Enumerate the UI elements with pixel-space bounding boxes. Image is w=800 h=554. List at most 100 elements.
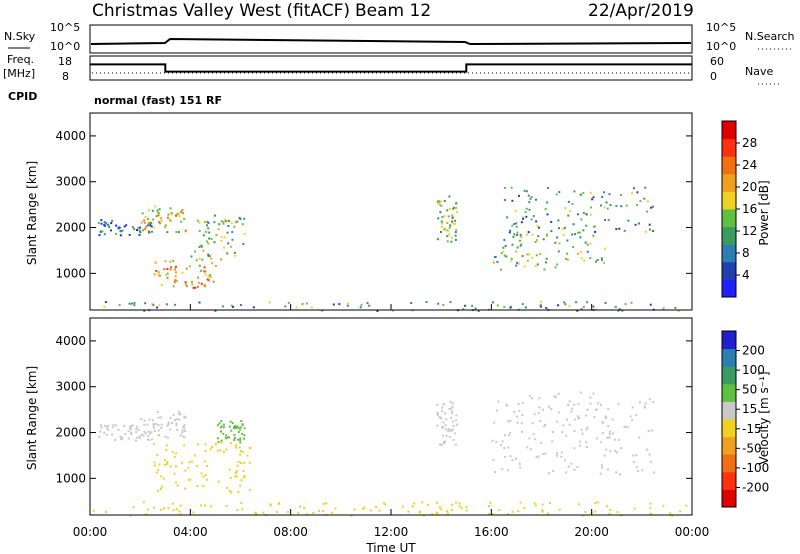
scatter-cell (235, 470, 238, 472)
scatter-cell (203, 460, 206, 463)
scatter-cell (594, 501, 597, 504)
scatter-cell (635, 413, 638, 416)
scatter-cell (235, 444, 238, 447)
scatter-cell (504, 186, 506, 189)
scatter-cell (605, 448, 608, 451)
scatter-cell (154, 205, 157, 208)
scatter-cell (618, 308, 621, 311)
scatter-cell (451, 503, 454, 506)
scatter-cell (160, 219, 163, 222)
scatter-cell (152, 218, 155, 221)
scatter-cell (436, 501, 439, 504)
scatter-cell (471, 304, 474, 307)
scatter-cell (511, 199, 514, 202)
power-yticks: 1000 2000 3000 4000 (55, 129, 692, 280)
scatter-cell (207, 221, 210, 224)
scatter-cell (509, 455, 512, 458)
scatter-cell (151, 302, 154, 305)
scatter-cell (130, 433, 133, 435)
scatter-cell (227, 242, 230, 245)
scatter-cell (200, 472, 203, 475)
scatter-cell (104, 222, 107, 225)
scatter-cell (198, 301, 201, 304)
scatter-cell (652, 401, 655, 403)
scatter-cell (152, 423, 155, 426)
scatter-cell (455, 228, 458, 231)
scatter-cell (630, 301, 633, 304)
colorbar-segment (722, 454, 736, 473)
scatter-cell (222, 426, 225, 429)
scatter-cell (503, 254, 506, 257)
scatter-cell (500, 444, 502, 447)
scatter-cell (202, 270, 205, 273)
scatter-cell (277, 502, 280, 505)
scatter-cell (98, 435, 101, 438)
scatter-cell (631, 192, 634, 195)
scatter-cell (633, 507, 636, 510)
colorbar-tick-label: 16 (742, 202, 757, 216)
scatter-cell (181, 271, 184, 274)
scatter-cell (164, 224, 167, 227)
scatter-cell (526, 253, 529, 256)
scatter-cell (173, 281, 176, 284)
scatter-cell (507, 420, 510, 423)
scatter-cell (582, 229, 585, 232)
scatter-cell (648, 453, 651, 456)
scatter-cell (239, 304, 242, 306)
nsearch-label: N.Search (745, 30, 795, 43)
scatter-cell (145, 513, 148, 516)
scatter-cell (228, 468, 231, 471)
scatter-cell (286, 511, 289, 513)
scatter-cell (156, 306, 158, 309)
scatter-cell (441, 434, 444, 437)
scatter-cell (334, 507, 337, 510)
scatter-cell (218, 422, 221, 425)
scatter-cell (450, 407, 453, 410)
scatter-cell (338, 303, 341, 306)
scatter-cell (203, 266, 206, 269)
scatter-cell (310, 306, 313, 309)
scatter-cell (157, 424, 160, 426)
scatter-cell (214, 309, 217, 312)
scatter-cell (516, 421, 519, 424)
scatter-cell (547, 512, 549, 515)
scatter-cell (464, 304, 467, 307)
scatter-cell (418, 511, 421, 514)
scatter-cell (447, 430, 450, 433)
scatter-cell (600, 257, 603, 259)
scatter-cell (620, 194, 622, 196)
scatter-cell (599, 441, 602, 444)
scatter-cell (105, 510, 107, 513)
scatter-cell (604, 219, 606, 221)
scatter-cell (540, 300, 542, 303)
scatter-cell (239, 218, 242, 221)
scatter-cell (607, 468, 609, 471)
scatter-cell (522, 217, 525, 220)
scatter-cell (211, 262, 214, 265)
scatter-cell (206, 224, 208, 227)
scatter-cell (602, 261, 605, 264)
scatter-cell (521, 414, 524, 416)
scatter-cell (535, 198, 537, 201)
scatter-cell (573, 418, 576, 421)
scatter-cell (544, 208, 547, 211)
scatter-cell (558, 227, 560, 230)
scatter-cell (239, 461, 242, 464)
scatter-cell (176, 484, 179, 487)
scatter-cell (652, 230, 654, 232)
scatter-cell (600, 464, 603, 467)
scatter-cell (451, 428, 454, 431)
scatter-cell (166, 276, 169, 279)
scatter-cell (525, 207, 528, 210)
scatter-cell (157, 416, 160, 419)
scatter-cell (241, 451, 244, 453)
scatter-cell (631, 406, 634, 409)
scatter-cell (531, 422, 534, 425)
scatter-cell (451, 214, 454, 217)
scatter-cell (154, 261, 157, 264)
scatter-cell (582, 305, 585, 308)
scatter-cell (584, 511, 587, 514)
scatter-cell (454, 432, 457, 435)
scatter-cell (246, 454, 249, 457)
